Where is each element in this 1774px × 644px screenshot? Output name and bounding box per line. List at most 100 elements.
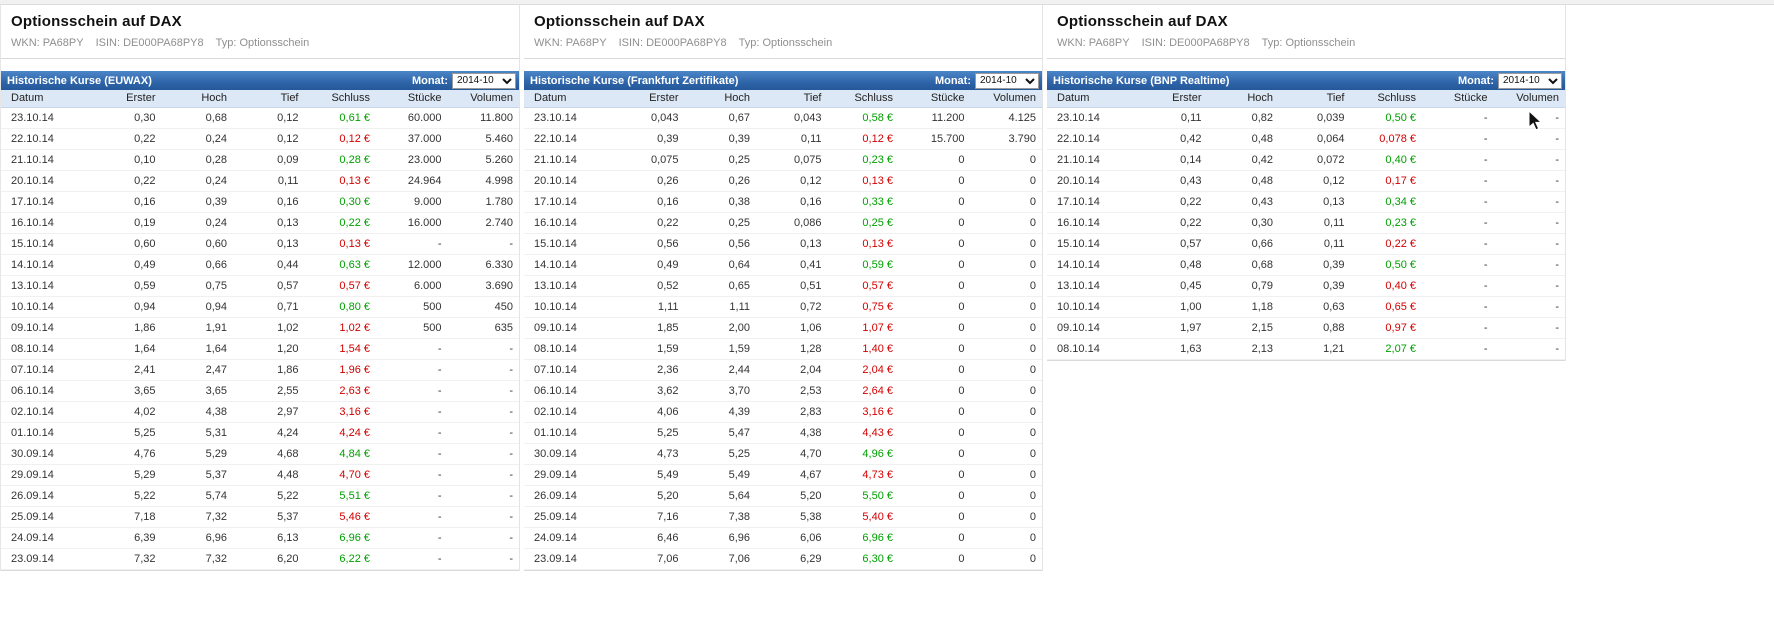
wkn-pair: WKN: PA68PY: [534, 37, 607, 49]
close-cell: 0,25 €: [827, 212, 899, 234]
close-cell: 0,23 €: [827, 149, 899, 171]
date-cell: 15.10.14: [524, 233, 613, 255]
pieces-cell: 60.000: [376, 107, 448, 129]
instrument-panel: Optionsschein auf DAX WKN: PA68PY ISIN: D…: [524, 5, 1043, 571]
pieces-cell: 500: [376, 317, 448, 339]
volume-cell: -: [1493, 212, 1565, 234]
date-cell: 29.09.14: [524, 464, 613, 486]
close-cell: 4,43 €: [827, 422, 899, 444]
date-cell: 25.09.14: [524, 506, 613, 528]
table-row: 24.09.14 6,46 6,96 6,06 6,96 €0 0: [524, 527, 1042, 549]
volume-cell: 2.740: [447, 212, 519, 234]
pieces-cell: 23.000: [376, 149, 448, 171]
open-cell: 0,52: [613, 275, 685, 297]
month-select[interactable]: 2014-10: [452, 72, 516, 89]
close-cell: 0,22 €: [1350, 233, 1422, 255]
pieces-cell: -: [376, 548, 448, 570]
pieces-cell: 24.964: [376, 170, 448, 192]
column-header-stuecke: Stücke: [899, 90, 971, 108]
table-row: 02.10.14 4,06 4,39 2,83 3,16 €0 0: [524, 401, 1042, 423]
pieces-cell: -: [376, 338, 448, 360]
low-cell: 0,075: [756, 149, 828, 171]
table-row: 17.10.14 0,22 0,43 0,13 0,34 € - -: [1047, 191, 1565, 213]
pieces-cell: 6.000: [376, 275, 448, 297]
volume-cell: -: [447, 443, 519, 465]
close-cell: 3,16 €: [827, 401, 899, 423]
open-cell: 0,16: [613, 191, 685, 213]
date-cell: 09.10.14: [524, 317, 613, 339]
table-row: 22.10.14 0,39 0,39 0,11 0,12 €15.700 3.790: [524, 128, 1042, 150]
month-select[interactable]: 2014-10: [1498, 72, 1562, 89]
open-cell: 0,60: [90, 233, 162, 255]
close-cell: 1,07 €: [827, 317, 899, 339]
pieces-cell: 16.000: [376, 212, 448, 234]
high-cell: 0,56: [684, 233, 756, 255]
low-cell: 2,83: [756, 401, 828, 423]
close-cell: 6,22 €: [304, 548, 376, 570]
typ-label: Typ:: [738, 37, 760, 49]
high-cell: 0,38: [684, 191, 756, 213]
low-cell: 0,13: [233, 233, 305, 255]
low-cell: 0,57: [233, 275, 305, 297]
panel-header: Optionsschein auf DAX WKN: PA68PY ISIN: D…: [1047, 5, 1565, 59]
high-cell: 4,39: [684, 401, 756, 423]
date-cell: 08.10.14: [1047, 338, 1136, 360]
volume-cell: 6.330: [447, 254, 519, 276]
low-cell: 0,51: [756, 275, 828, 297]
pieces-cell: -: [376, 485, 448, 507]
table-row: 07.10.14 2,36 2,44 2,04 2,04 €0 0: [524, 359, 1042, 381]
pieces-cell: 0: [899, 233, 971, 255]
open-cell: 0,22: [1136, 191, 1208, 213]
column-header-stuecke: Stücke: [1422, 90, 1494, 108]
date-cell: 08.10.14: [524, 338, 613, 360]
volume-cell: 4.998: [447, 170, 519, 192]
close-cell: 0,40 €: [1350, 275, 1422, 297]
date-cell: 22.10.14: [1047, 128, 1136, 150]
low-cell: 4,70: [756, 443, 828, 465]
date-cell: 01.10.14: [524, 422, 613, 444]
close-cell: 0,12 €: [827, 128, 899, 150]
date-cell: 17.10.14: [524, 191, 613, 213]
volume-cell: -: [1493, 107, 1565, 129]
table-row: 14.10.14 0,49 0,64 0,41 0,59 €0 0: [524, 254, 1042, 276]
table-row: 09.10.14 1,97 2,15 0,88 0,97 € - -: [1047, 317, 1565, 339]
open-cell: 0,075: [613, 149, 685, 171]
volume-cell: 0: [970, 506, 1042, 528]
table-row: 17.10.14 0,16 0,39 0,16 0,30 €9.000 1.780: [1, 191, 519, 213]
low-cell: 2,97: [233, 401, 305, 423]
volume-cell: -: [447, 548, 519, 570]
close-cell: 0,13 €: [827, 233, 899, 255]
open-cell: 7,06: [613, 548, 685, 570]
pieces-cell: -: [1422, 107, 1494, 129]
history-table-box: Historische Kurse (EUWAX) Monat: 2014-10…: [1, 71, 519, 571]
table-row: 07.10.14 2,41 2,47 1,86 1,96 € - -: [1, 359, 519, 381]
date-cell: 15.10.14: [1047, 233, 1136, 255]
table-row: 09.10.14 1,86 1,91 1,02 1,02 €500 635: [1, 317, 519, 339]
open-cell: 7,18: [90, 506, 162, 528]
table-row: 21.10.14 0,10 0,28 0,09 0,28 €23.000 5.260: [1, 149, 519, 171]
volume-cell: -: [1493, 149, 1565, 171]
month-picker: Monat: 2014-10: [412, 72, 516, 89]
table-row: 15.10.14 0,60 0,60 0,13 0,13 € - -: [1, 233, 519, 255]
pieces-cell: 0: [899, 191, 971, 213]
table-row: 25.09.14 7,16 7,38 5,38 5,40 €0 0: [524, 506, 1042, 528]
low-cell: 0,39: [1279, 254, 1351, 276]
typ-label: Typ:: [1261, 37, 1283, 49]
high-cell: 0,25: [684, 149, 756, 171]
isin-value: DE000PA68PY8: [1169, 37, 1250, 49]
close-cell: 1,96 €: [304, 359, 376, 381]
table-row: 09.10.14 1,85 2,00 1,06 1,07 €0 0: [524, 317, 1042, 339]
month-select[interactable]: 2014-10: [975, 72, 1039, 89]
date-cell: 16.10.14: [1047, 212, 1136, 234]
low-cell: 0,16: [756, 191, 828, 213]
low-cell: 0,13: [233, 212, 305, 234]
date-cell: 09.10.14: [1, 317, 90, 339]
isin-label: ISIN:: [1141, 37, 1167, 49]
open-cell: 6,46: [613, 527, 685, 549]
column-header-erster: Erster: [1136, 90, 1208, 108]
volume-cell: -: [447, 338, 519, 360]
volume-cell: 3.790: [970, 128, 1042, 150]
volume-cell: 0: [970, 464, 1042, 486]
date-cell: 02.10.14: [524, 401, 613, 423]
high-cell: 0,24: [161, 128, 233, 150]
